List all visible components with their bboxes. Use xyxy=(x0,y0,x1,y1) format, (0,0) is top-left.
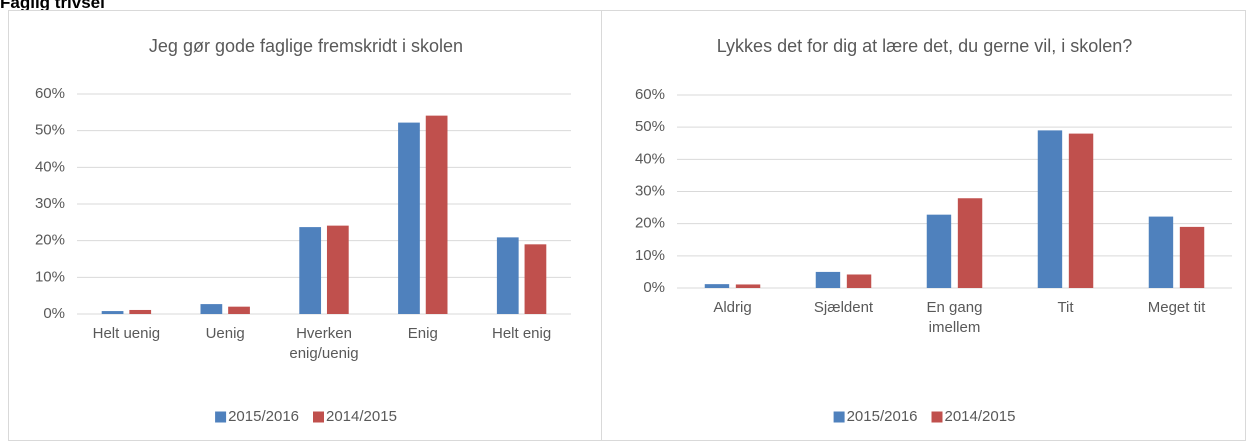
chart-title: Lykkes det for dig at lære det, du gerne… xyxy=(717,36,1133,56)
legend-label: 2014/2015 xyxy=(326,408,397,425)
legend-label: 2014/2015 xyxy=(945,408,1016,425)
y-tick-label: 10% xyxy=(35,268,65,285)
legend-swatch xyxy=(931,411,943,423)
x-tick-label: Helt enig xyxy=(491,325,552,342)
bar xyxy=(524,244,547,314)
bar xyxy=(129,309,152,314)
y-tick-label: 30% xyxy=(35,195,65,212)
x-tick-label: Enig xyxy=(407,325,438,342)
y-tick-label: 40% xyxy=(35,158,65,175)
bar xyxy=(735,284,761,288)
x-tick-label: Aldrig xyxy=(713,299,752,316)
bar xyxy=(299,227,322,314)
bar xyxy=(1037,130,1063,288)
legend-label: 2015/2016 xyxy=(847,408,918,425)
bar xyxy=(326,225,349,314)
legend-swatch xyxy=(833,411,845,423)
y-tick-label: 50% xyxy=(35,122,65,139)
bar xyxy=(846,274,872,288)
y-tick-label: 60% xyxy=(35,85,65,102)
bar xyxy=(425,115,448,314)
y-tick-label: 20% xyxy=(635,215,665,232)
y-tick-label: 60% xyxy=(635,86,665,103)
legend-swatch xyxy=(215,411,227,423)
bar xyxy=(1068,133,1094,288)
x-tick-label: Uenig xyxy=(205,325,245,342)
chart: Jeg gør gode faglige fremskridt i skolen… xyxy=(35,36,571,425)
x-tick-label: En gang imellem xyxy=(926,299,983,336)
x-tick-label: Tit xyxy=(1057,299,1074,316)
y-tick-label: 40% xyxy=(635,150,665,167)
y-tick-label: 30% xyxy=(635,182,665,199)
y-tick-label: 10% xyxy=(635,247,665,264)
bar xyxy=(101,311,124,314)
legend-swatch xyxy=(313,411,324,423)
bar xyxy=(1179,226,1205,288)
bar xyxy=(704,284,730,288)
y-tick-label: 20% xyxy=(35,232,65,249)
chart-title: Jeg gør gode faglige fremskridt i skolen xyxy=(149,36,463,56)
bar xyxy=(957,198,983,288)
x-tick-label: Meget tit xyxy=(1147,299,1206,316)
x-tick-label: Hverken enig/uenig xyxy=(289,325,359,362)
legend: 2015/2016 2014/2015 xyxy=(215,408,397,425)
y-tick-label: 0% xyxy=(43,305,65,322)
legend-label: 2015/2016 xyxy=(228,408,299,425)
bar xyxy=(496,237,519,314)
bar xyxy=(200,304,223,314)
bar xyxy=(398,122,420,314)
chart-panel: Lykkes det for dig at lære det, du gerne… xyxy=(601,10,1246,441)
x-tick-label: Helt uenig xyxy=(92,325,161,342)
bar xyxy=(815,271,841,288)
x-tick-label: Sjældent xyxy=(813,299,874,316)
bar xyxy=(926,214,952,288)
y-tick-label: 50% xyxy=(635,118,665,135)
chart: Lykkes det for dig at lære det, du gerne… xyxy=(635,36,1232,425)
page-title: Faglig trivsel xyxy=(0,0,105,12)
bar xyxy=(1148,216,1174,288)
chart-panel: Jeg gør gode faglige fremskridt i skolen… xyxy=(8,10,602,441)
y-tick-label: 0% xyxy=(643,279,665,296)
bar xyxy=(228,306,250,314)
legend: 2015/2016 2014/2015 xyxy=(833,408,1016,425)
